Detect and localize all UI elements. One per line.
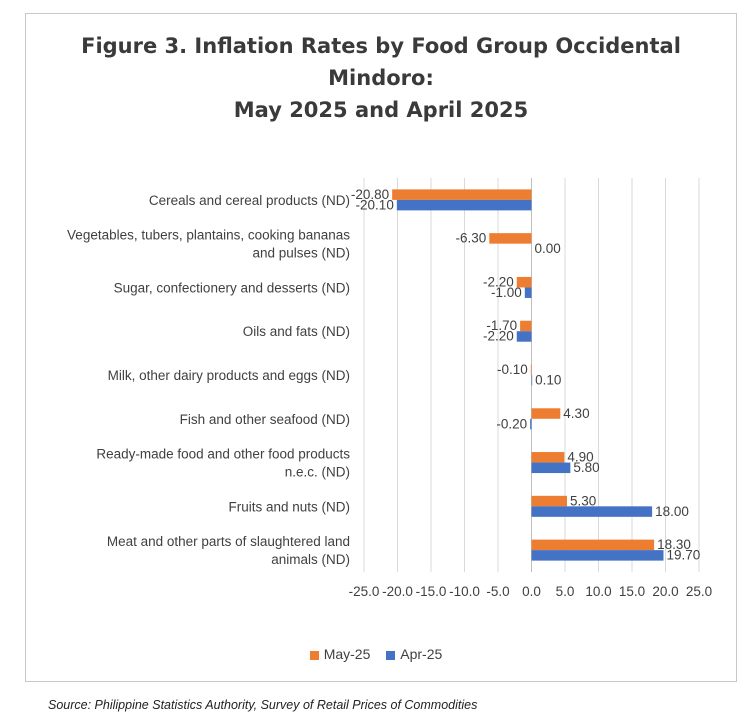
category-label: Fish and other seafood (ND) xyxy=(180,412,350,427)
category-label: Cereals and cereal products (ND) xyxy=(149,193,350,208)
data-label: 19.70 xyxy=(666,548,700,563)
data-label: 18.30 xyxy=(657,537,691,552)
legend: May-25 Apr-25 xyxy=(0,646,752,662)
data-label: -1.00 xyxy=(491,285,522,300)
category-label: Sugar, confectionery and desserts (ND) xyxy=(114,280,350,295)
bar-may xyxy=(530,364,532,375)
x-tick-labels: -25.0 -20.0 -15.0 -10.0 -5.0 0.0 5.0 10.0 15.0 20… xyxy=(349,584,713,599)
x-tick-label: -15.0 xyxy=(416,584,447,599)
category-label: Meat and other parts of slaughtered land xyxy=(107,534,350,549)
data-label: -0.10 xyxy=(497,362,528,377)
bar-may xyxy=(520,320,532,332)
x-tick-label: -20.0 xyxy=(382,584,413,599)
data-label: 0.00 xyxy=(535,241,561,256)
chart-frame xyxy=(25,13,737,682)
legend-swatch-may xyxy=(309,650,319,660)
bar-apr xyxy=(524,287,532,298)
bar-may xyxy=(516,276,532,288)
bar-apr xyxy=(396,199,532,211)
data-label: 18.00 xyxy=(655,504,689,519)
data-labels: -20.80-6.30-2.20-1.70-0.104.304.905.3018… xyxy=(351,187,700,563)
source-note: Source: Philippine Statistics Authority,… xyxy=(48,698,478,712)
bar-may xyxy=(531,539,655,551)
legend-item-may: May-25 xyxy=(309,646,371,662)
data-label: -2.20 xyxy=(483,274,514,289)
bar-apr xyxy=(531,375,533,386)
category-label: animals (ND) xyxy=(271,552,350,567)
data-label: 4.90 xyxy=(567,450,593,465)
data-label: 5.30 xyxy=(570,493,596,508)
chart-title-line-1: Figure 3. Inflation Rates by Food Group … xyxy=(81,34,681,58)
bar-apr xyxy=(531,506,653,517)
data-label: 0.10 xyxy=(535,373,561,388)
x-tick-label: 15.0 xyxy=(619,584,645,599)
bar-apr xyxy=(516,331,532,342)
bar-apr xyxy=(530,418,532,430)
category-label: Vegetables, tubers, plantains, cooking b… xyxy=(67,228,350,243)
category-label: n.e.c. (ND) xyxy=(285,465,350,480)
chart-title: Figure 3. Inflation Rates by Food Group … xyxy=(25,30,737,126)
data-label: 5.80 xyxy=(573,460,599,475)
bar-may xyxy=(531,408,561,419)
category-label: and pulses (ND) xyxy=(252,246,350,261)
x-tick-label: -5.0 xyxy=(486,584,509,599)
bar-apr xyxy=(531,550,664,561)
legend-label-may: May-25 xyxy=(323,646,371,662)
bar-may xyxy=(392,189,532,200)
chart-title-line-2: Mindoro: xyxy=(328,66,434,90)
data-label: -20.80 xyxy=(351,187,389,202)
category-label: Milk, other dairy products and eggs (ND) xyxy=(108,368,350,383)
x-tick-label: 25.0 xyxy=(686,584,712,599)
data-label: -2.20 xyxy=(483,329,514,344)
category-label: Ready-made food and other food products xyxy=(96,447,350,462)
legend-label-apr: Apr-25 xyxy=(400,646,443,662)
data-label: -1.70 xyxy=(486,318,517,333)
category-label: Oils and fats (ND) xyxy=(243,324,350,339)
chart-title-line-3: May 2025 and April 2025 xyxy=(233,98,529,122)
bars xyxy=(392,189,664,561)
bar-may xyxy=(489,233,532,244)
bar-apr xyxy=(531,462,571,474)
x-tick-label: 0.0 xyxy=(522,584,541,599)
data-label: 4.30 xyxy=(563,406,589,421)
x-tick-label: 10.0 xyxy=(585,584,611,599)
data-label: -20.10 xyxy=(356,197,394,212)
bar-may xyxy=(531,495,568,507)
data-label: -6.30 xyxy=(456,231,487,246)
data-label: -0.20 xyxy=(496,416,527,431)
bar-may xyxy=(531,452,565,463)
category-labels: Cereals and cereal products (ND) Vegetabl… xyxy=(67,193,350,567)
x-tick-label: 20.0 xyxy=(652,584,678,599)
x-tick-label: -10.0 xyxy=(449,584,480,599)
x-tick-label: -25.0 xyxy=(349,584,380,599)
x-tick-label: 5.0 xyxy=(556,584,575,599)
legend-swatch-apr xyxy=(386,650,396,660)
category-label: Fruits and nuts (ND) xyxy=(228,499,350,514)
legend-item-apr: Apr-25 xyxy=(386,646,442,662)
